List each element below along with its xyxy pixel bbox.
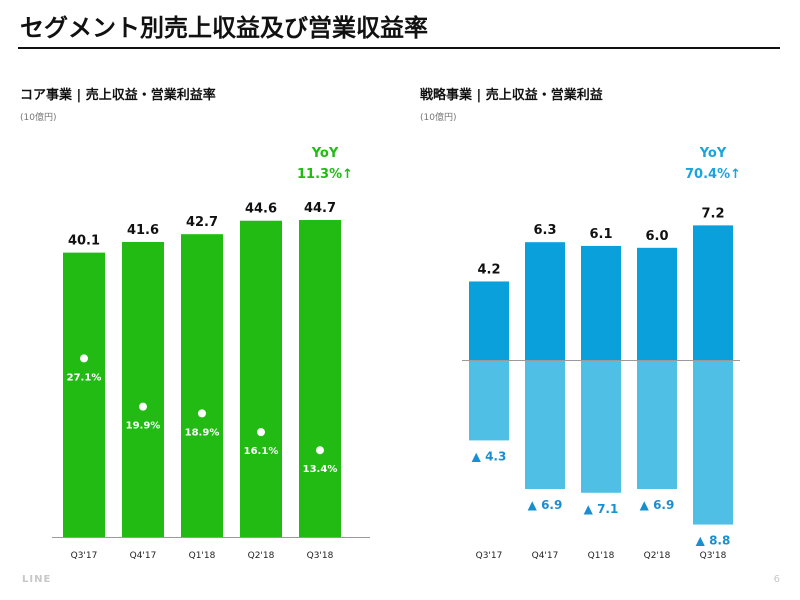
strategic-loss-label: ▲ 8.8 xyxy=(696,534,731,548)
strategic-revenue-bar xyxy=(637,247,677,360)
core-margin-label: 16.1% xyxy=(244,446,279,457)
core-category-tick: Q1'18 xyxy=(189,551,216,561)
strategic-loss-bar xyxy=(693,360,733,525)
core-category-tick: Q3'18 xyxy=(307,551,334,561)
strategic-revenue-bar xyxy=(525,242,565,360)
strategic-loss-label: ▲ 6.9 xyxy=(640,498,675,512)
strategic-loss-label: ▲ 7.1 xyxy=(584,502,619,516)
core-revenue-label: 42.7 xyxy=(186,215,218,230)
core-revenue-bar xyxy=(240,220,282,537)
core-category-tick: Q3'17 xyxy=(71,551,98,561)
core-revenue-label: 44.7 xyxy=(304,201,336,216)
core-revenue-bar xyxy=(122,241,164,537)
core-margin-label: 18.9% xyxy=(185,427,220,438)
core-revenue-label: 44.6 xyxy=(245,202,277,217)
strategic-category-tick: Q3'17 xyxy=(476,551,503,561)
strategic-revenue-bar xyxy=(469,281,509,360)
page-number: 6 xyxy=(773,574,780,585)
strategic-loss-bar xyxy=(469,360,509,441)
core-margin-label: 27.1% xyxy=(67,372,102,383)
strategic-category-tick: Q2'18 xyxy=(644,551,671,561)
strategic-revenue-label: 6.0 xyxy=(645,229,668,244)
core-margin-label: 13.4% xyxy=(303,464,338,475)
strategic-panel-title: 戦略事業 | 売上収益・営業利益 xyxy=(420,88,603,103)
core-revenue-bar xyxy=(63,252,105,537)
line-logo: LINE xyxy=(22,574,52,585)
page-title: セグメント別売上収益及び営業収益率 xyxy=(20,14,428,42)
core-revenue-label: 40.1 xyxy=(68,234,100,249)
core-margin-marker xyxy=(316,446,324,455)
core-revenue-bar xyxy=(181,234,223,537)
strategic-yoy-value: 70.4%↑ xyxy=(685,167,741,182)
strategic-revenue-label: 6.3 xyxy=(533,223,556,238)
core-margin-marker xyxy=(198,409,206,418)
strategic-loss-bar xyxy=(637,360,677,490)
strategic-loss-bar xyxy=(581,360,621,493)
core-yoy-value: 11.3%↑ xyxy=(297,167,353,182)
strategic-revenue-label: 4.2 xyxy=(477,262,500,277)
strategic-panel-unit: (10億円) xyxy=(420,113,457,123)
core-margin-marker xyxy=(80,354,88,363)
strategic-loss-bar xyxy=(525,360,565,490)
core-margin-label: 19.9% xyxy=(126,421,161,432)
core-panel-title: コア事業 | 売上収益・営業利益率 xyxy=(20,88,216,103)
strategic-revenue-label: 6.1 xyxy=(589,227,612,242)
strategic-yoy-label: YoY xyxy=(699,146,727,161)
strategic-category-tick: Q1'18 xyxy=(588,551,615,561)
strategic-category-tick: Q4'17 xyxy=(532,551,559,561)
strategic-loss-label: ▲ 4.3 xyxy=(472,449,507,463)
strategic-revenue-bar xyxy=(693,225,733,360)
strategic-loss-label: ▲ 6.9 xyxy=(528,498,563,512)
strategic-revenue-label: 7.2 xyxy=(701,206,724,221)
core-revenue-bar xyxy=(299,220,341,537)
core-category-tick: Q4'17 xyxy=(130,551,157,561)
core-panel-unit: (10億円) xyxy=(20,113,57,123)
core-revenue-label: 41.6 xyxy=(127,223,159,238)
title-divider xyxy=(18,47,780,49)
core-category-tick: Q2'18 xyxy=(248,551,275,561)
core-margin-marker xyxy=(139,402,147,411)
strategic-category-tick: Q3'18 xyxy=(700,551,727,561)
core-yoy-label: YoY xyxy=(311,146,339,161)
core-margin-marker xyxy=(257,428,265,437)
strategic-revenue-bar xyxy=(581,245,621,360)
